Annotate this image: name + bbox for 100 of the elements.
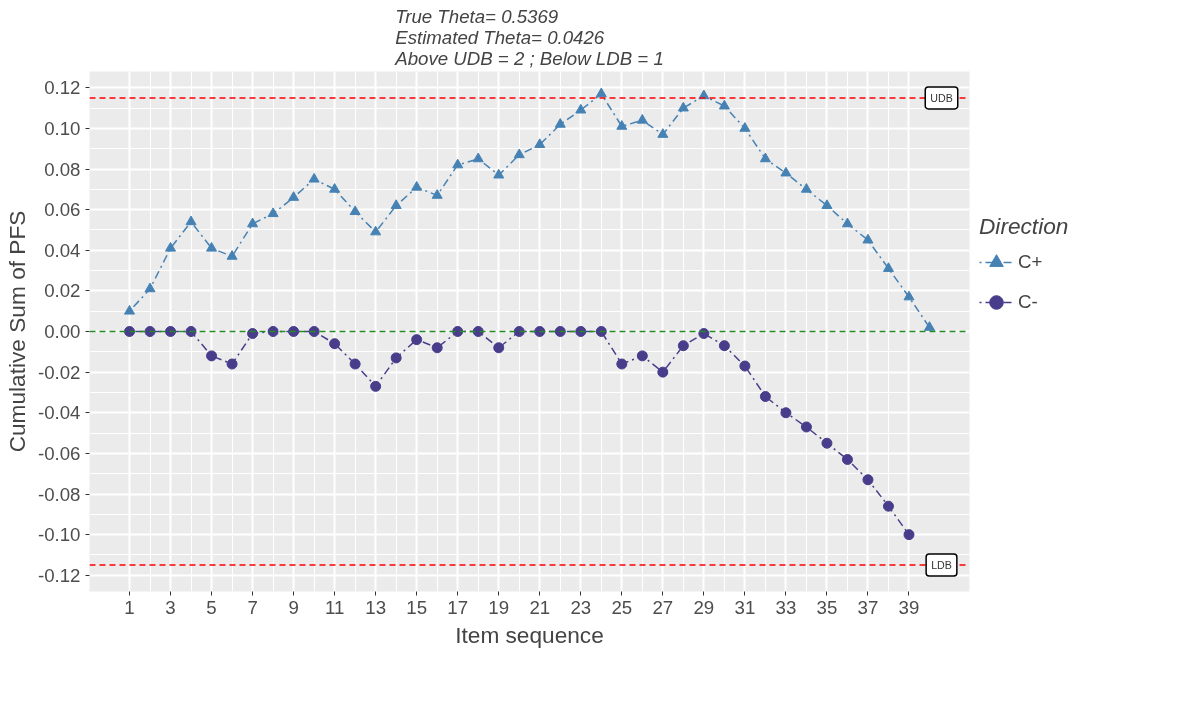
point	[349, 205, 361, 216]
y-axis-title: Cumulative Sum of PFS	[3, 210, 30, 453]
point	[165, 241, 177, 252]
y-tick-label: -0.02	[37, 361, 81, 383]
point	[595, 87, 607, 98]
x-tick-label: 39	[898, 596, 920, 618]
point	[677, 101, 689, 112]
x-tick-label: 5	[206, 596, 217, 618]
point	[739, 360, 751, 372]
y-tick-label: -0.08	[37, 483, 81, 505]
y-tick-label: 0.10	[44, 117, 81, 139]
point	[841, 453, 853, 465]
point	[267, 207, 279, 218]
x-tick-label: 3	[165, 596, 176, 618]
x-tick-label: 25	[611, 596, 633, 618]
point	[616, 120, 628, 130]
point	[657, 366, 669, 378]
point	[718, 99, 730, 110]
y-tick-label: -0.04	[37, 402, 81, 424]
ref-line-label: LDB	[931, 559, 952, 572]
x-tick-label: 27	[652, 596, 674, 618]
x-tick-label: 11	[324, 596, 345, 618]
point	[759, 152, 771, 163]
point	[841, 217, 853, 228]
point	[247, 328, 259, 340]
point	[370, 380, 382, 392]
point	[411, 334, 423, 346]
x-tick-label: 23	[570, 596, 592, 618]
point	[349, 358, 361, 370]
point	[226, 358, 238, 370]
point	[206, 241, 218, 252]
point	[862, 474, 874, 486]
x-axis-title: Item sequence	[455, 621, 604, 648]
point	[862, 233, 874, 244]
point	[185, 215, 197, 226]
x-tick-label: 35	[816, 596, 838, 618]
point	[472, 152, 484, 163]
legend-title: Direction	[979, 213, 1069, 240]
x-tick-label: 9	[288, 596, 299, 618]
y-tick-label: -0.10	[37, 524, 81, 546]
point	[677, 340, 689, 352]
x-tick-label: 1	[124, 596, 135, 618]
y-tick-label: 0.02	[44, 280, 81, 302]
point	[329, 183, 341, 193]
point	[226, 250, 238, 260]
point	[657, 128, 669, 138]
x-tick-label: 37	[857, 596, 879, 618]
point	[452, 158, 464, 169]
y-tick-label: 0.04	[44, 239, 81, 261]
point	[534, 138, 546, 149]
y-tick-label: 0.08	[44, 158, 81, 180]
point	[718, 340, 730, 352]
point	[144, 282, 156, 293]
point	[431, 342, 443, 354]
point	[431, 189, 443, 199]
x-tick-label: 31	[734, 596, 756, 618]
y-tick-label: 0.12	[44, 77, 81, 99]
point	[411, 181, 423, 191]
point	[882, 262, 894, 272]
x-tick-label: 29	[693, 596, 715, 618]
point	[903, 529, 915, 541]
point	[493, 168, 505, 179]
point	[288, 191, 300, 201]
point	[554, 118, 566, 128]
x-tick-label: 19	[488, 596, 510, 618]
point	[800, 421, 812, 433]
ref-line-label: UDB	[930, 91, 953, 104]
chart-title: True Theta= 0.5369 Estimated Theta= 0.0426 Above UDB = 2 ; Below LDB = 1	[394, 5, 664, 69]
point	[821, 437, 833, 449]
point	[780, 407, 792, 419]
y-tick-label: 0.00	[44, 321, 81, 342]
point	[206, 350, 218, 362]
point	[759, 391, 771, 402]
point	[821, 199, 833, 209]
point	[636, 113, 648, 124]
point	[903, 290, 915, 301]
point	[636, 350, 648, 362]
point	[882, 500, 894, 512]
point	[513, 148, 525, 159]
point	[616, 358, 628, 370]
point	[924, 321, 935, 331]
y-tick-label: 0.06	[44, 199, 81, 221]
x-tick-label: 17	[447, 596, 469, 618]
point	[308, 172, 320, 183]
point	[390, 199, 402, 209]
point	[800, 183, 812, 193]
x-tick-label: 7	[247, 596, 258, 618]
point	[370, 225, 382, 236]
x-tick-label: 15	[406, 596, 428, 618]
point	[739, 122, 751, 132]
point	[575, 103, 587, 114]
y-tick-label: -0.06	[37, 442, 81, 464]
x-tick-label: 33	[775, 596, 797, 618]
point	[329, 338, 341, 350]
point	[124, 304, 135, 315]
point	[493, 342, 505, 354]
point	[780, 166, 792, 177]
y-tick-label: -0.12	[37, 564, 81, 586]
point	[247, 217, 259, 228]
legend-label: C-	[1018, 291, 1038, 313]
